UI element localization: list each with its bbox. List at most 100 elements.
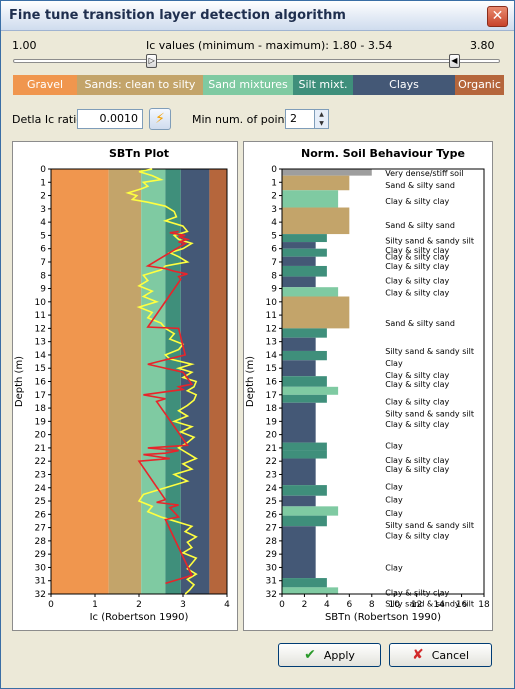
layer-label: Sand & silty sand	[385, 181, 455, 190]
y-tick-label: 5	[271, 231, 277, 241]
y-tick-label: 29	[266, 550, 278, 560]
y-axis-label: Depth (m)	[245, 356, 256, 407]
x-tick-label: 12	[411, 600, 422, 610]
soil-layer-bar	[282, 276, 316, 288]
x-tick-label: 8	[369, 600, 375, 610]
delta-ic-input[interactable]: 0.0010	[77, 109, 143, 129]
y-tick-label: 24	[266, 484, 278, 494]
class-organic: Organic	[455, 75, 504, 95]
y-tick-label: 14	[266, 351, 278, 361]
ic-range-slider[interactable]	[13, 59, 500, 63]
delta-ic-label: Detla Ic ratio	[12, 113, 83, 126]
apply-button[interactable]: ✔ Apply	[278, 643, 381, 667]
y-tick-label: 32	[266, 590, 277, 600]
cancel-label: Cancel	[431, 649, 469, 662]
x-tick-label: 10	[388, 600, 400, 610]
layer-label: Clay	[385, 359, 403, 368]
ic-zone-band	[165, 169, 181, 594]
soil-layer-bar	[282, 402, 316, 443]
layer-label: Silty sand & sandy silt	[385, 521, 474, 530]
min-points-value: 2	[290, 112, 297, 125]
x-tick-label: 3	[180, 600, 186, 610]
cancel-button[interactable]: ✘ Cancel	[389, 643, 492, 667]
soil-layer-bar	[282, 442, 327, 451]
layer-label: Clay & silty clay	[385, 277, 449, 286]
x-tick-label: 0	[48, 600, 54, 610]
layer-label: Silty sand & sandy silt	[385, 409, 474, 418]
x-axis-label: SBTn (Robertson 1990)	[325, 612, 441, 623]
y-tick-label: 12	[266, 324, 277, 334]
layer-label: Clay & silty clay	[385, 420, 449, 429]
slider-caption: Ic values (minimum - maximum): 1.80 - 3.…	[146, 39, 393, 52]
y-tick-label: 26	[35, 510, 47, 520]
y-tick-label: 22	[35, 457, 46, 467]
slider-max-thumb[interactable]: ◀	[448, 54, 460, 68]
y-tick-label: 22	[266, 457, 277, 467]
y-tick-label: 25	[35, 497, 46, 507]
y-tick-label: 6	[40, 245, 46, 255]
x-tick-label: 0	[279, 600, 285, 610]
y-tick-label: 7	[40, 258, 46, 268]
y-tick-label: 0	[40, 165, 46, 175]
y-tick-label: 11	[266, 311, 277, 321]
plot-title: SBTn Plot	[109, 147, 169, 160]
class-silt-mixtures: Silt mixt.	[293, 75, 353, 95]
x-tick-label: 2	[302, 600, 308, 610]
spin-down-icon[interactable]: ▼	[319, 120, 324, 127]
layer-label: Clay & silty clay	[385, 246, 449, 255]
y-tick-label: 4	[40, 218, 46, 228]
y-tick-label: 25	[266, 497, 277, 507]
layer-label: Clay	[385, 482, 403, 491]
y-tick-label: 27	[35, 524, 46, 534]
layer-label: Silty sand & sandy silt	[385, 347, 474, 356]
layer-label: Clay	[385, 509, 403, 518]
y-tick-label: 30	[35, 563, 47, 573]
sbtn-plot-panel: SBTn Plot 0 1 2 3 4 5 6 7 8 9 10 11 12 13 14 15 16 17 18 19 2…	[12, 141, 238, 631]
y-tick-label: 15	[266, 364, 277, 374]
y-tick-label: 8	[271, 271, 277, 281]
y-tick-label: 21	[266, 444, 277, 454]
layer-label: Clay & silty clay	[385, 253, 449, 262]
y-tick-label: 21	[35, 444, 46, 454]
soil-layer-bar	[282, 265, 327, 277]
y-tick-label: 20	[266, 431, 278, 441]
layer-label: Clay & silty clay	[385, 532, 449, 541]
x-tick-label: 4	[324, 600, 330, 610]
spin-up-icon[interactable]: ▲	[319, 111, 324, 118]
layer-label: Clay & silty clay	[385, 380, 449, 389]
soil-layer-bar	[282, 328, 327, 338]
layer-label: Clay	[385, 441, 403, 450]
soil-layer-bar	[282, 515, 327, 527]
soil-type-plot-panel: Norm. Soil Behaviour Type 0 1 2 3 4 5 6 7 8 9 10 11 1…	[243, 141, 493, 631]
soil-layer-bar	[282, 587, 339, 594]
layer-label: Silty sand & sandy silt	[385, 599, 474, 608]
close-button[interactable]: ✕	[487, 6, 508, 27]
ic-zone-band	[51, 169, 109, 594]
y-tick-label: 3	[40, 205, 46, 215]
x-axis-label: Ic (Robertson 1990)	[90, 612, 189, 623]
y-tick-label: 15	[35, 364, 46, 374]
y-tick-label: 27	[266, 524, 277, 534]
soil-layer-bar	[282, 296, 350, 329]
y-tick-label: 8	[40, 271, 46, 281]
y-tick-label: 6	[271, 245, 277, 255]
y-tick-label: 23	[35, 470, 46, 480]
soil-type-plot: Norm. Soil Behaviour Type012345678910111…	[245, 147, 490, 623]
soil-layer-bar	[282, 190, 339, 208]
y-tick-label: 7	[271, 258, 277, 268]
y-tick-label: 28	[266, 537, 278, 547]
soil-layer-bar	[282, 450, 327, 459]
min-points-spinner[interactable]: ▲ ▼	[314, 110, 328, 128]
lightning-icon[interactable]: ⚡	[149, 108, 171, 130]
layer-label: Silty sand & sandy silt	[385, 237, 474, 246]
slider-min-thumb[interactable]: ▷	[146, 54, 158, 68]
soil-layer-bar	[282, 234, 327, 243]
y-tick-label: 2	[271, 192, 277, 202]
ic-zone-band	[209, 169, 227, 594]
layer-label: Sand & silty sand	[385, 319, 455, 328]
layer-label: Clay	[385, 563, 403, 572]
y-tick-label: 31	[35, 577, 46, 587]
plot-frame	[281, 168, 485, 595]
y-tick-label: 9	[271, 285, 277, 295]
soil-layer-bar	[282, 376, 327, 387]
